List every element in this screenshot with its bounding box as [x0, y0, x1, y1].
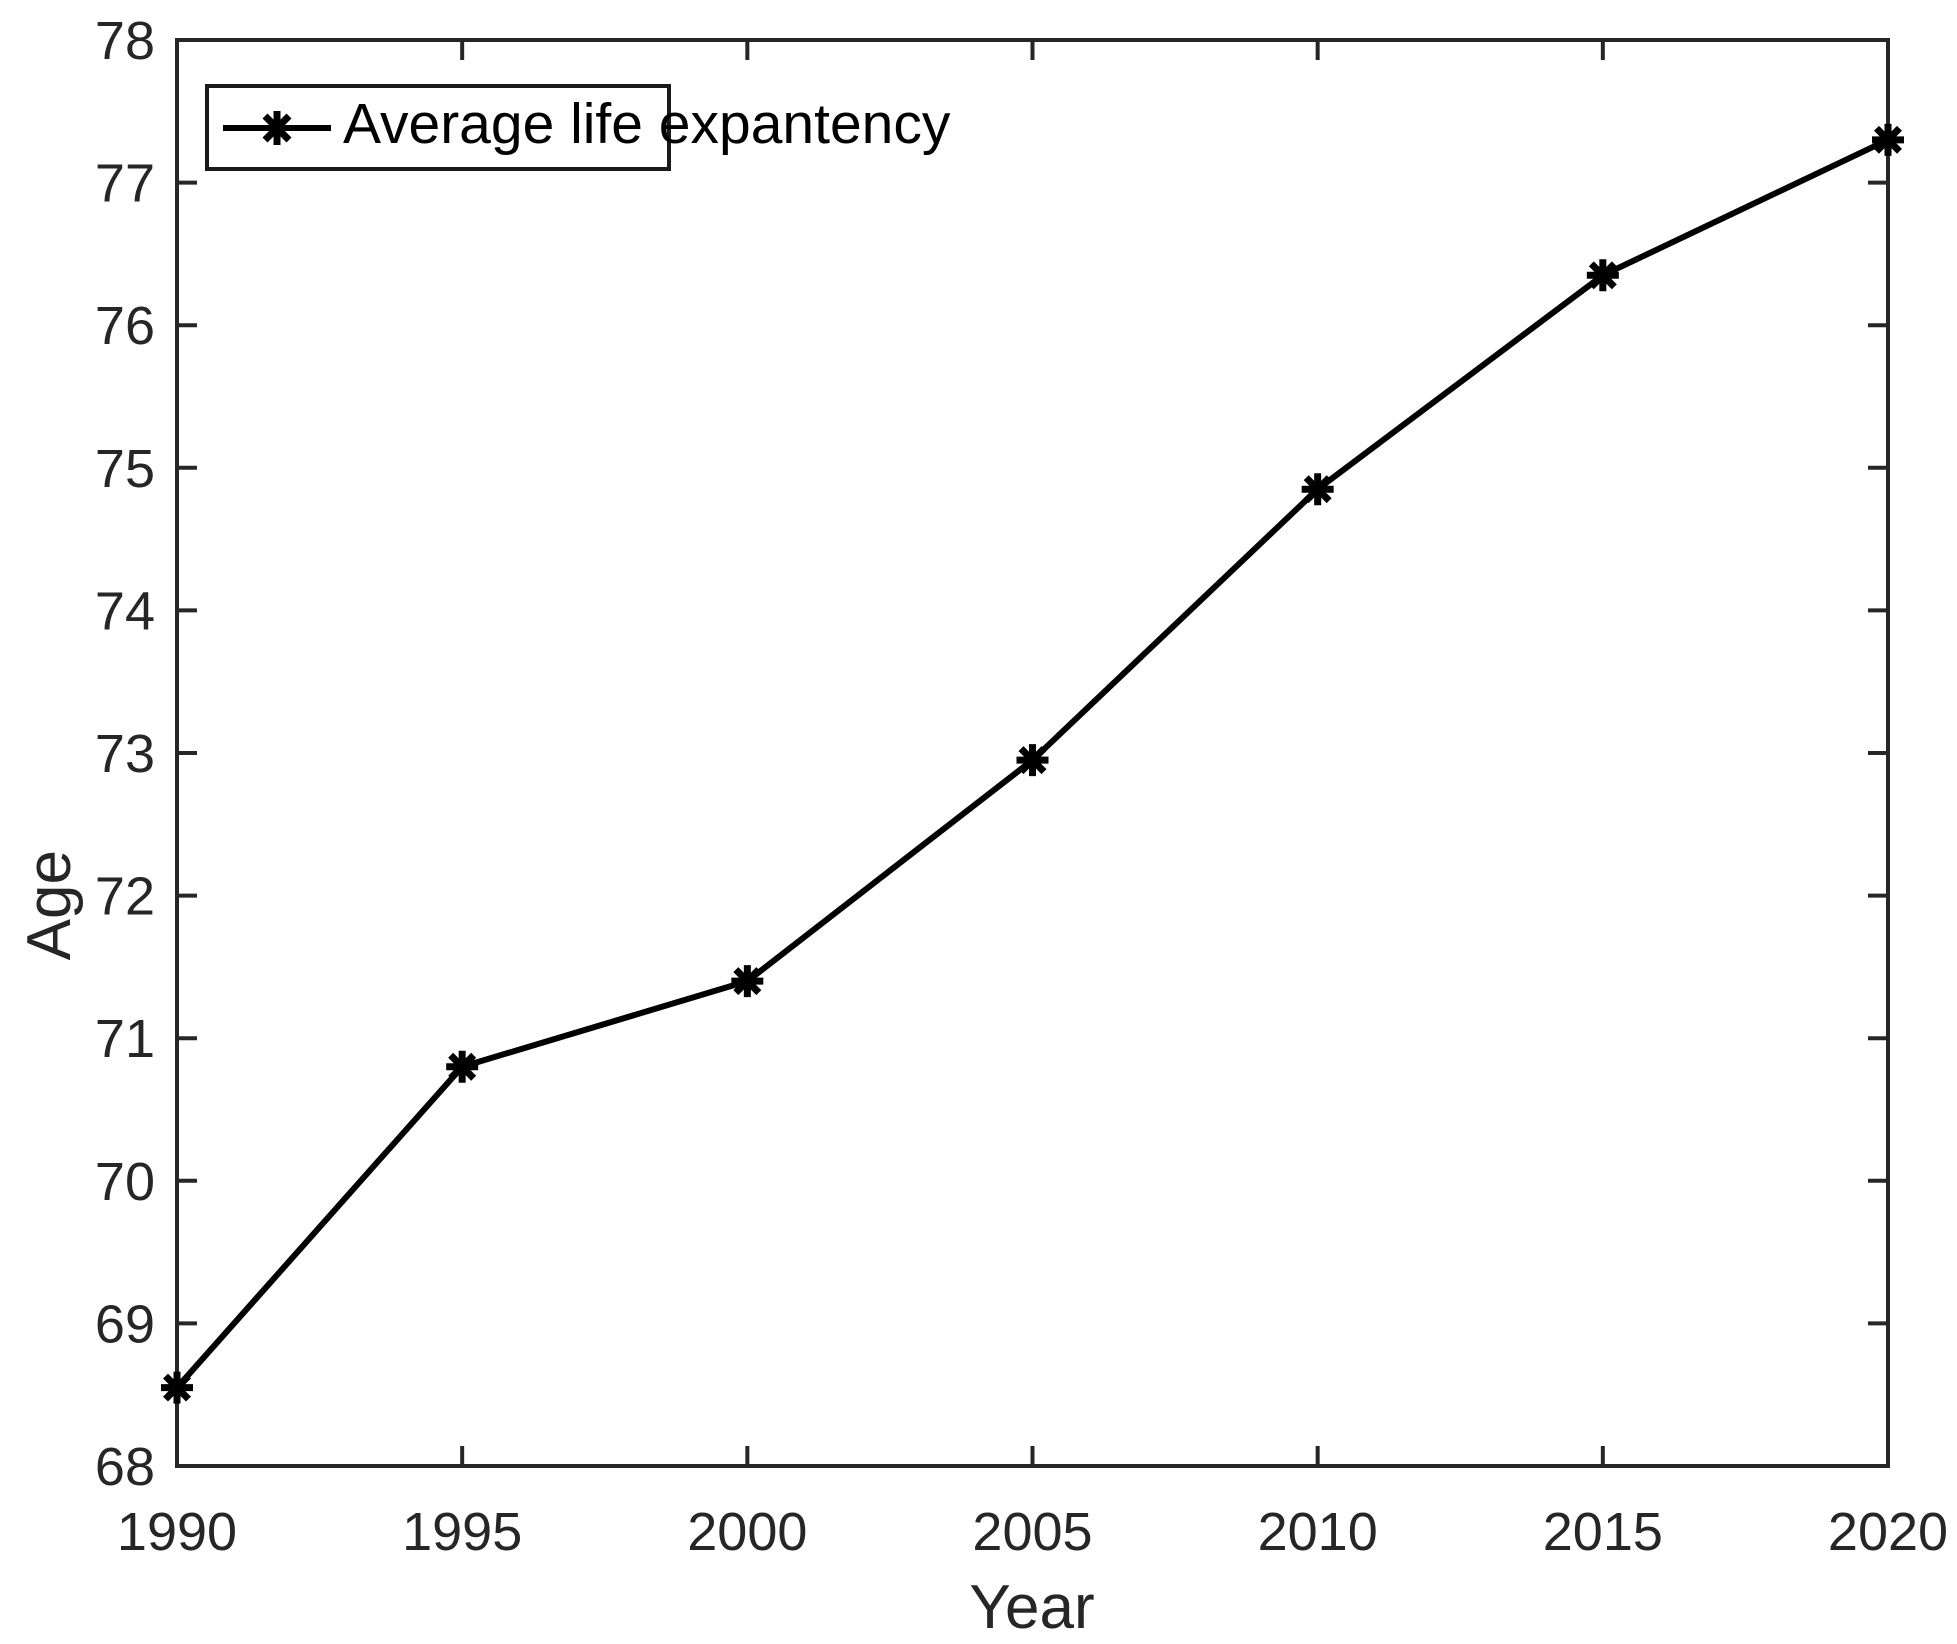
x-tick-label: 2015 [1543, 1502, 1663, 1562]
y-tick-label: 73 [95, 724, 155, 784]
legend-label: Average life expantency [343, 92, 951, 156]
x-tick-label: 2010 [1258, 1502, 1378, 1562]
y-tick-label: 75 [95, 439, 155, 499]
legend: Average life expantency [205, 84, 950, 171]
legend-line-marker-icon [223, 110, 331, 145]
data-point-marker [1016, 744, 1049, 777]
marker-spoke [163, 1373, 191, 1402]
data-point-marker [1301, 473, 1334, 506]
y-tick-label: 76 [95, 296, 155, 356]
x-tick-label: 1990 [117, 1502, 237, 1562]
y-tick-label: 69 [95, 1294, 155, 1354]
x-tick-label: 2005 [972, 1502, 1092, 1562]
marker-spoke [733, 967, 762, 996]
y-tick-label: 71 [95, 1009, 155, 1069]
marker-spoke [1874, 125, 1902, 154]
y-axis-label: Age [15, 850, 84, 961]
marker-spoke [1588, 261, 1617, 290]
x-tick-label: 1995 [402, 1502, 522, 1562]
y-tick-label: 77 [95, 154, 155, 214]
data-point-marker [1872, 123, 1904, 156]
y-tick-label: 70 [95, 1152, 155, 1212]
x-axis-label: Year [969, 1573, 1095, 1642]
x-tick-label: 2000 [687, 1502, 807, 1562]
y-tick-label: 78 [95, 11, 155, 71]
marker-spoke [1018, 746, 1047, 775]
data-point-marker [1586, 259, 1619, 292]
data-point-marker [731, 965, 764, 998]
marker-spoke [1303, 475, 1332, 504]
data-point-marker [446, 1050, 479, 1083]
y-tick-label: 72 [95, 867, 155, 927]
y-tick-label: 74 [95, 581, 155, 641]
x-tick-label: 2020 [1828, 1502, 1948, 1562]
marker-spoke [448, 1052, 477, 1081]
y-tick-label: 68 [95, 1437, 155, 1497]
data-point-marker [161, 1371, 193, 1404]
